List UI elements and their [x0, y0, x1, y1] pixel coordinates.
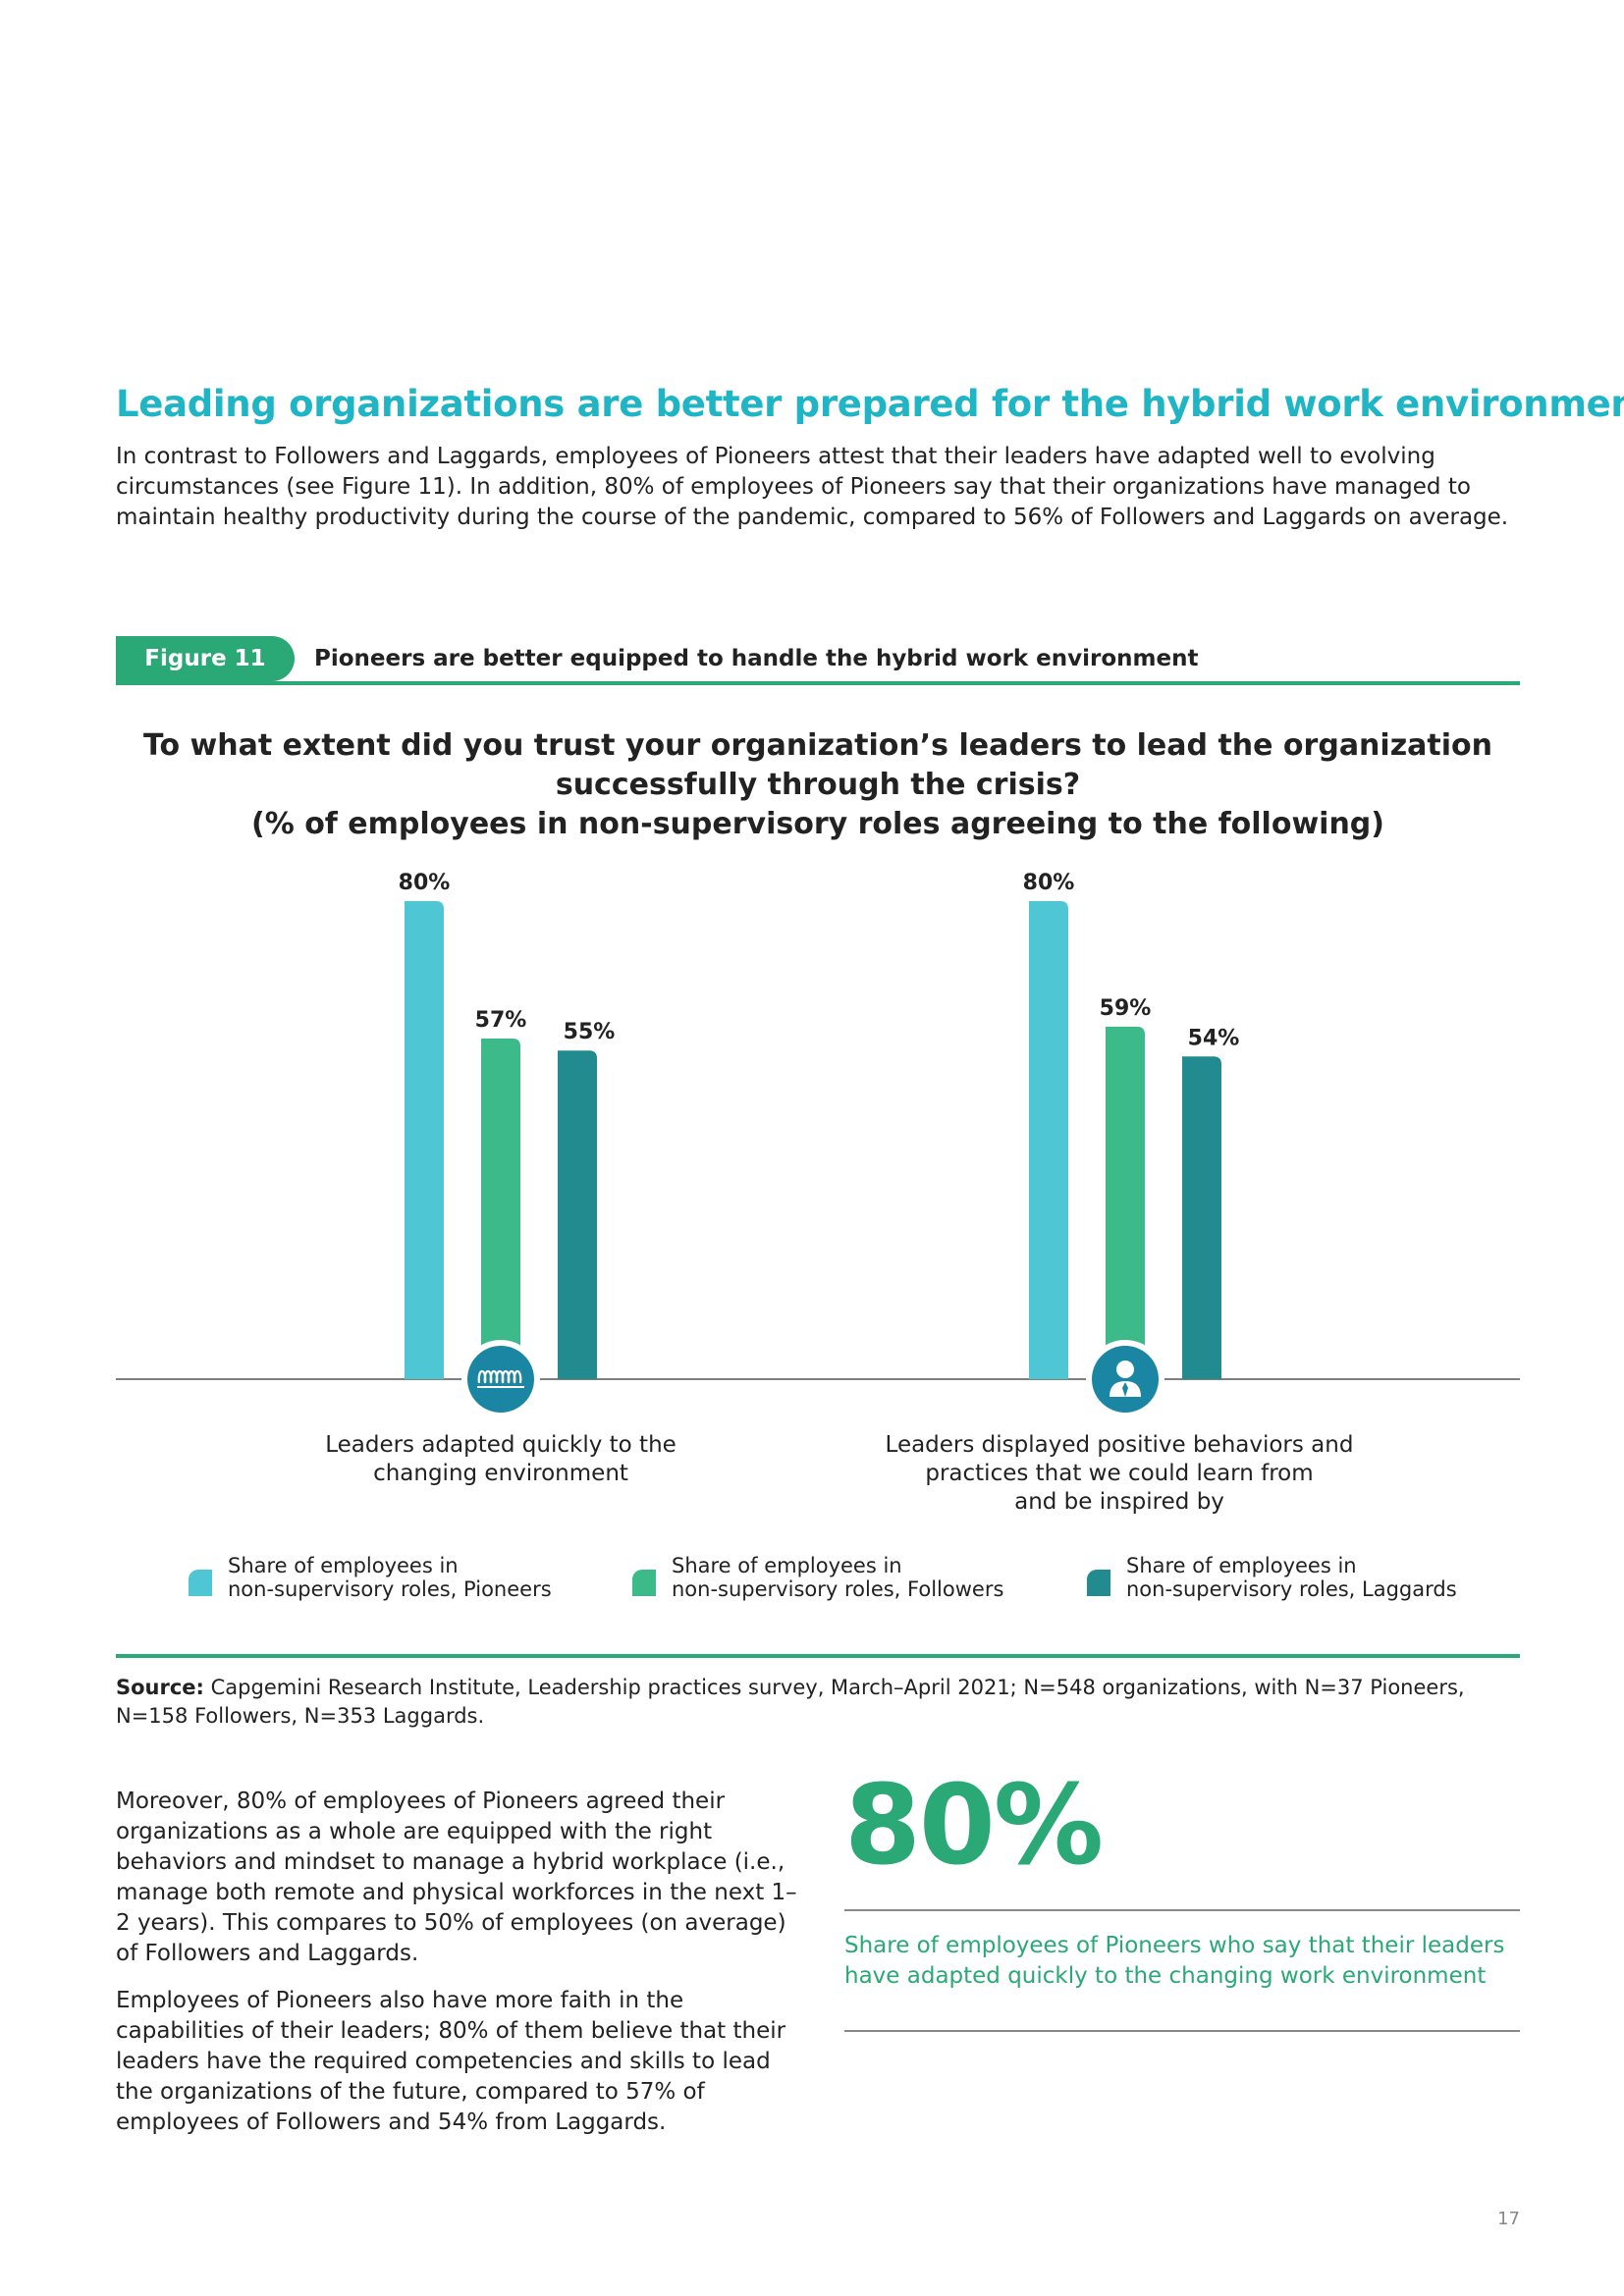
icon-circle — [467, 1346, 534, 1413]
legend-label-line: Share of employees in — [672, 1554, 902, 1577]
bar-laggards — [1182, 1056, 1221, 1379]
figure-label-pill — [116, 636, 295, 681]
stat-value: 80% — [844, 1762, 1104, 1890]
legend-swatch — [632, 1570, 656, 1596]
data-label: 57% — [475, 1008, 527, 1033]
legend-label-line: non-supervisory roles, Laggards — [1126, 1577, 1457, 1601]
category-label: Leaders displayed positive behaviors and… — [864, 1431, 1375, 1517]
category-label: Leaders adapted quickly to the changing … — [304, 1431, 697, 1488]
category-label-line: practices that we could learn from — [925, 1461, 1314, 1486]
source-note: Source: Capgemini Research Institute, Le… — [116, 1674, 1510, 1731]
coil-icon — [477, 1369, 522, 1384]
body-paragraph: Employees of Pioneers also have more fai… — [116, 1988, 786, 2135]
section-heading: Leading organizations are better prepare… — [116, 383, 1624, 425]
bar-chart: 80% 57% 55% 80% 59% 54% — [116, 871, 1520, 1413]
data-label: 80% — [399, 871, 451, 895]
bar-followers — [1106, 1026, 1145, 1379]
figure-title: Pioneers are better equipped to handle t… — [314, 646, 1199, 671]
category-label-line: changing environment — [373, 1461, 628, 1486]
source-label: Source: — [116, 1676, 204, 1699]
tie-shape — [1122, 1382, 1128, 1397]
bar-laggards — [558, 1050, 597, 1379]
legend-label: Share of employees in non-supervisory ro… — [672, 1554, 1005, 1601]
figure-divider — [116, 681, 1520, 685]
bar-followers — [481, 1039, 520, 1379]
legend-label: Share of employees in non-supervisory ro… — [228, 1554, 562, 1601]
stat-caption: Share of employees of Pioneers who say t… — [844, 1933, 1505, 1989]
icon-circle — [1092, 1346, 1159, 1413]
page-number: 17 — [1497, 2209, 1520, 2229]
chart-question-line: successfully through the crisis? — [555, 768, 1081, 802]
bar-pioneers — [1029, 901, 1068, 1379]
chart-question-line: (% of employees in non-supervisory roles… — [250, 807, 1384, 841]
legend-swatch — [1087, 1570, 1110, 1596]
source-divider — [116, 1654, 1520, 1658]
category-label-line: Leaders adapted quickly to the — [325, 1432, 677, 1458]
person-tie-icon — [1116, 1361, 1134, 1378]
figure-header: Figure 11 Pioneers are better equipped t… — [116, 636, 1520, 685]
data-label: 59% — [1100, 996, 1152, 1021]
legend-label: Share of employees in non-supervisory ro… — [1126, 1554, 1460, 1601]
chart-question: To what extent did you trust your organi… — [116, 726, 1520, 844]
chart-question-line: To what extent did you trust your organi… — [143, 728, 1492, 763]
intro-paragraph: In contrast to Followers and Laggards, e… — [116, 444, 1509, 530]
data-label: 55% — [564, 1020, 616, 1044]
source-text: Capgemini Research Institute, Leadership… — [116, 1676, 1465, 1728]
data-label: 54% — [1188, 1026, 1240, 1050]
legend-label-line: Share of employees in — [228, 1554, 459, 1577]
stat-divider — [844, 2030, 1520, 2032]
legend-label-line: Share of employees in — [1126, 1554, 1357, 1577]
figure-label: Figure 11 — [144, 646, 266, 671]
category-label-line: and be inspired by — [1014, 1489, 1224, 1515]
legend-swatch — [189, 1570, 212, 1596]
bar-pioneers — [405, 901, 444, 1379]
legend-label-line: non-supervisory roles, Followers — [672, 1577, 1004, 1601]
data-label: 80% — [1023, 871, 1075, 895]
legend-label-line: non-supervisory roles, Pioneers — [228, 1577, 552, 1601]
body-paragraph: Moreover, 80% of employees of Pioneers a… — [116, 1789, 797, 1966]
category-label-line: Leaders displayed positive behaviors and — [885, 1432, 1354, 1458]
stat-divider — [844, 1909, 1520, 1911]
